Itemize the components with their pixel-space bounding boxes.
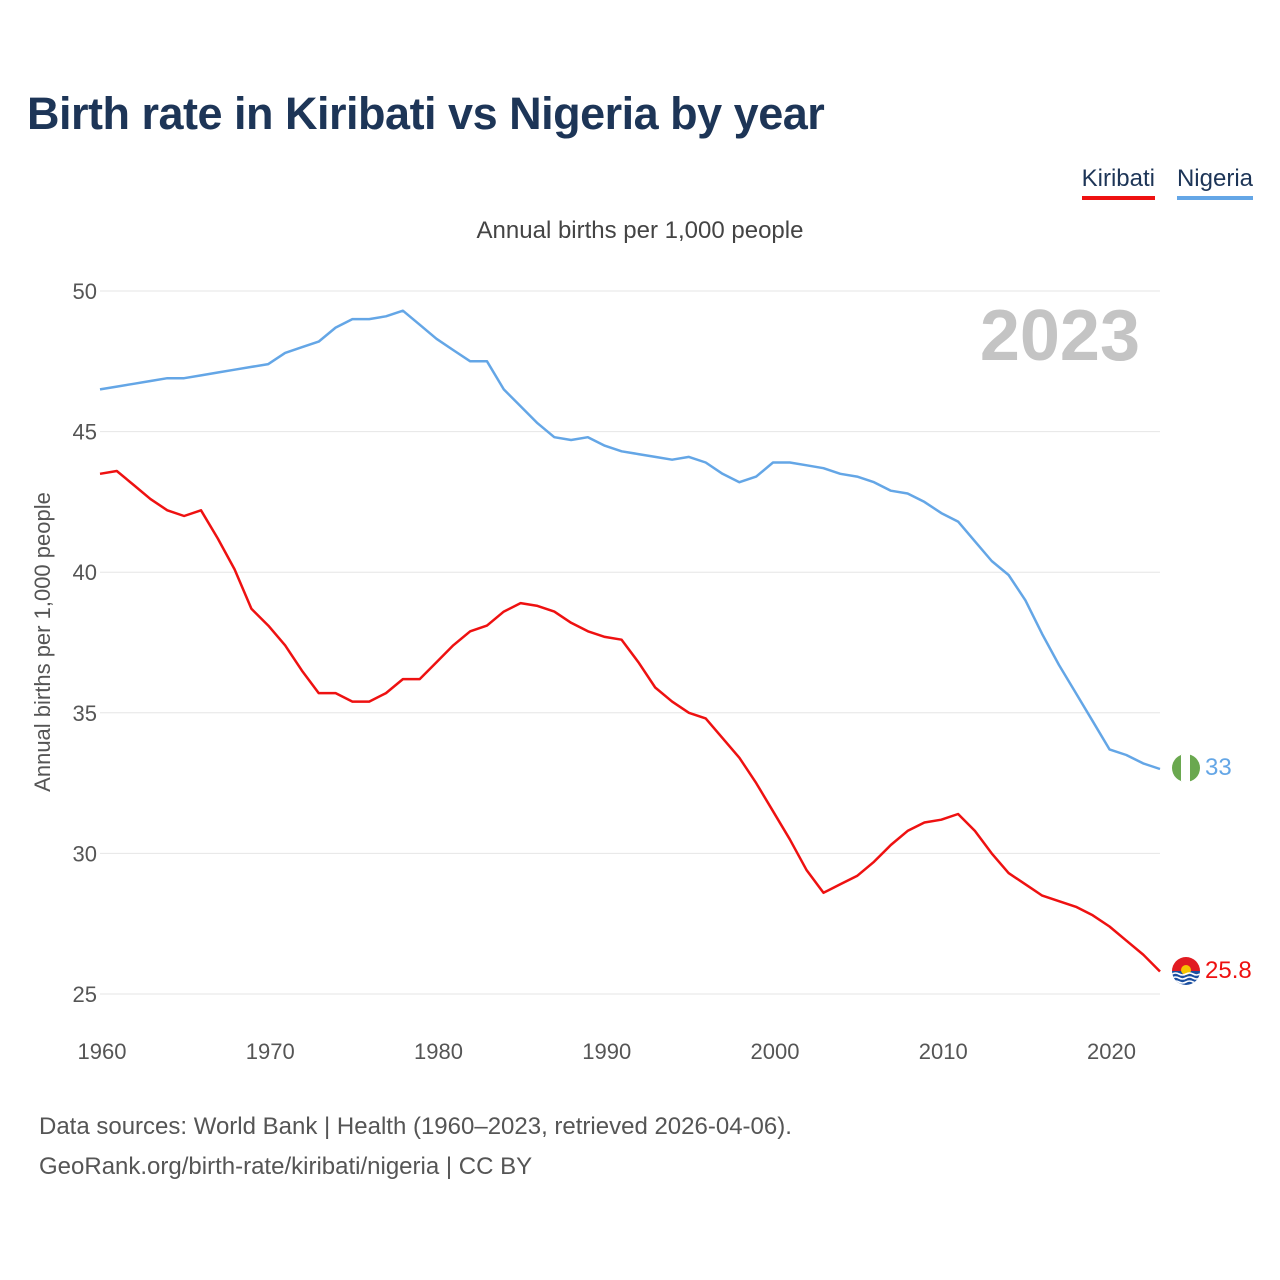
nigeria-end-value: 33 <box>1205 754 1232 781</box>
y-tick-label: 25 <box>73 982 97 1007</box>
legend: Kiribati Nigeria <box>1081 165 1253 200</box>
series-line-nigeria <box>99 309 1161 771</box>
kiribati-flag-icon <box>1172 957 1200 985</box>
y-tick-label: 45 <box>73 420 97 445</box>
y-axis: 25 30 35 40 45 50 <box>73 279 97 1007</box>
legend-item-kiribati[interactable]: Kiribati <box>1081 165 1155 200</box>
x-tick-label: 1990 <box>582 1039 631 1064</box>
x-tick-label: 2000 <box>751 1039 800 1064</box>
series-lines <box>99 309 1161 973</box>
x-tick-label: 1970 <box>246 1039 295 1064</box>
kiribati-end-value: 25.8 <box>1205 957 1252 984</box>
x-tick-label: 2020 <box>1087 1039 1136 1064</box>
x-tick-label: 2010 <box>919 1039 968 1064</box>
x-axis: 1960 1970 1980 1990 2000 2010 2020 <box>78 1039 1136 1064</box>
chart-subtitle: Annual births per 1,000 people <box>476 217 804 244</box>
y-tick-label: 50 <box>73 279 97 304</box>
y-tick-label: 30 <box>73 841 97 866</box>
legend-item-nigeria[interactable]: Nigeria <box>1176 165 1253 200</box>
x-tick-label: 1960 <box>78 1039 127 1064</box>
sources-line-1: Data sources: World Bank | Health (1960–… <box>39 1113 792 1140</box>
grid <box>100 290 1160 995</box>
y-tick-label: 35 <box>73 701 97 726</box>
series-line-kiribati <box>99 469 1161 973</box>
year-badge: 2023 <box>980 296 1140 376</box>
page-title: Birth rate in Kiribati vs Nigeria by yea… <box>27 88 825 139</box>
data-sources: Data sources: World Bank | Health (1960–… <box>39 1107 792 1187</box>
y-tick-label: 40 <box>73 560 97 585</box>
x-tick-label: 1980 <box>414 1039 463 1064</box>
y-axis-title: Annual births per 1,000 people <box>30 492 55 792</box>
nigeria-flag-icon <box>1172 754 1200 782</box>
sources-line-2: GeoRank.org/birth-rate/kiribati/nigeria … <box>39 1153 533 1180</box>
